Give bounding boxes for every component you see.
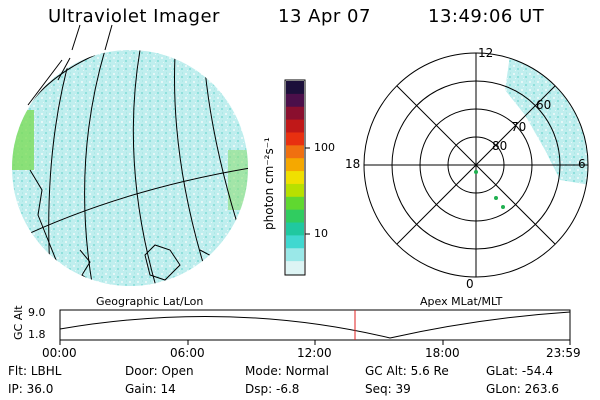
altitude-ytick-low: 1.8	[28, 328, 46, 341]
colorbar-stripe	[286, 158, 304, 172]
mlt-label-12: 12	[478, 46, 494, 60]
info-glon: GLon: 263.6	[486, 382, 559, 396]
xtick-2359: 23:59	[546, 346, 581, 360]
colorbar-stripe	[286, 248, 304, 262]
colorbar-stripe	[286, 119, 304, 133]
colorbar-unit-label: photon cm⁻²s⁻¹	[262, 137, 276, 230]
lat-label-70: 70	[511, 120, 527, 134]
lat-label-80: 80	[492, 139, 508, 153]
info-door: Door: Open	[125, 364, 194, 378]
instrument-title: Ultraviolet Imager	[48, 6, 220, 27]
mlt-label-18: 18	[345, 157, 361, 171]
date-label: 13 Apr 07	[278, 6, 371, 27]
time-label: 13:49:06 UT	[428, 6, 545, 27]
colorbar-tick-100: 100	[314, 141, 335, 154]
colorbar-stripe	[286, 171, 304, 185]
info-dsp: Dsp: -6.8	[245, 382, 300, 396]
colorbar-stripe	[286, 81, 304, 95]
xtick-1800: 18:00	[425, 346, 460, 360]
colorbar-stripe	[286, 222, 304, 236]
info-mode: Mode: Normal	[245, 364, 329, 378]
xtick-1200: 12:00	[297, 346, 332, 360]
xtick-0000: 00:00	[42, 346, 77, 360]
info-ip: IP: 36.0	[8, 382, 54, 396]
info-seq: Seq: 39	[365, 382, 411, 396]
info-gain: Gain: 14	[125, 382, 176, 396]
colorbar-stripe	[286, 261, 304, 275]
colorbar-stripe	[286, 196, 304, 211]
colorbar-tick-10: 10	[314, 227, 328, 240]
colorbar-stripe	[286, 183, 304, 198]
lat-label-60: 60	[536, 98, 552, 112]
colorbar	[284, 79, 310, 276]
colorbar-stripe	[286, 132, 304, 146]
colorbar-stripe	[286, 209, 304, 224]
info-filter: Flt: LBHL	[8, 364, 62, 378]
info-gc-alt: GC Alt: 5.6 Re	[365, 364, 449, 378]
altitude-plot	[59, 309, 571, 345]
mlt-label-6: 6	[578, 157, 586, 171]
colorbar-stripe	[286, 93, 304, 108]
mlt-label-0: 0	[466, 277, 474, 291]
info-glat: GLat: -54.4	[486, 364, 553, 378]
colorbar-stripe	[286, 145, 304, 159]
altitude-ytick-high: 9.0	[28, 306, 46, 319]
geographic-image	[12, 24, 248, 286]
apex-label: Apex MLat/MLT	[420, 295, 503, 308]
xtick-0600: 06:00	[170, 346, 205, 360]
polar-plot	[363, 52, 589, 278]
colorbar-stripe	[286, 235, 304, 249]
colorbar-stripe	[286, 106, 304, 121]
altitude-ylabel: GC Alt	[12, 305, 25, 340]
geographic-label: Geographic Lat/Lon	[96, 295, 204, 308]
